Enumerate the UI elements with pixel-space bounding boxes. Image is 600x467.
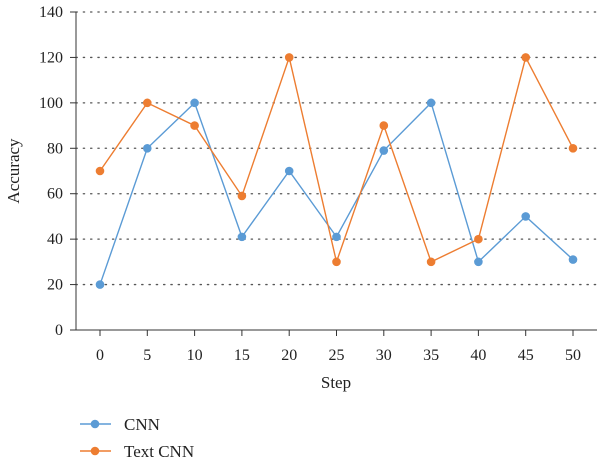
gridlines (75, 11, 598, 286)
data-point (474, 234, 483, 244)
data-point (474, 257, 483, 267)
legend-marker (90, 419, 100, 429)
legend-item: CNN (80, 415, 160, 434)
data-point (332, 257, 341, 267)
y-tick-label: 80 (47, 140, 63, 157)
data-point (332, 232, 341, 242)
axes (75, 12, 597, 331)
x-tick-label: 50 (565, 347, 581, 364)
x-tick-label: 5 (143, 347, 151, 364)
y-tick-label: 140 (39, 4, 63, 21)
data-point (284, 166, 294, 176)
data-point (426, 98, 436, 108)
x-ticks: 0 5 10 15 20 25 30 35 40 45 50 (96, 330, 581, 364)
data-point (95, 166, 105, 176)
x-tick-label: 0 (96, 347, 104, 364)
data-point (379, 121, 389, 130)
data-point (521, 53, 530, 62)
legend-label: Text CNN (124, 442, 194, 461)
x-tick-label: 45 (518, 347, 534, 364)
y-tick-label: 120 (39, 49, 63, 66)
data-point (237, 232, 247, 242)
x-axis-title: Step (321, 373, 351, 392)
data-point (143, 98, 152, 108)
x-tick-label: 40 (470, 347, 486, 364)
x-tick-label: 10 (187, 347, 203, 364)
legend-label: CNN (124, 415, 160, 434)
series-1 (95, 53, 578, 267)
data-point (379, 146, 389, 155)
y-tick-label: 20 (47, 277, 63, 294)
y-tick-label: 60 (47, 186, 63, 203)
x-tick-label: 35 (423, 347, 439, 364)
y-tick-label: 100 (39, 95, 63, 112)
x-tick-label: 30 (376, 347, 392, 364)
series-line (99, 54, 574, 265)
data-point (426, 257, 436, 267)
series (95, 53, 578, 289)
y-tick-label: 0 (55, 322, 63, 339)
data-point (568, 143, 578, 153)
data-point (237, 191, 247, 201)
data-point (284, 53, 294, 62)
data-point (95, 280, 105, 289)
y-axis-title: Accuracy (4, 138, 23, 204)
x-tick-label: 20 (281, 347, 297, 364)
data-point (143, 143, 152, 153)
legend-marker (90, 446, 100, 456)
x-tick-label: 25 (329, 347, 345, 364)
y-tick-label: 40 (47, 231, 63, 248)
data-point (568, 255, 578, 264)
data-point (521, 212, 530, 221)
x-tick-label: 15 (234, 347, 250, 364)
legend-item: Text CNN (80, 442, 194, 461)
data-point (190, 98, 199, 108)
legend: CNN Text CNN (80, 415, 194, 461)
data-point (190, 121, 199, 130)
y-ticks: 0 20 40 60 80 100 120 140 (39, 4, 76, 339)
